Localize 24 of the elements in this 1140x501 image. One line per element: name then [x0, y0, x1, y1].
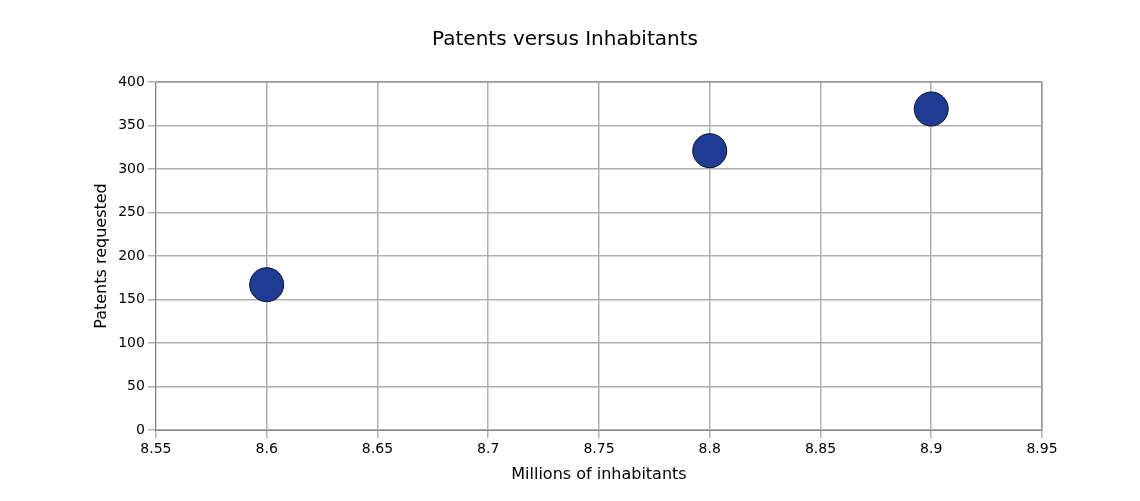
x-tick-label: 8.9 — [920, 440, 943, 457]
y-tick-label: 300 — [118, 159, 145, 176]
point — [692, 133, 728, 169]
x-tick-label: 8.75 — [583, 440, 615, 457]
x-tick-label: 8.7 — [477, 440, 500, 457]
x-tick-label: 8.85 — [804, 440, 837, 457]
y-axis-title: Patents requested — [90, 183, 110, 329]
y-tick-label: 100 — [118, 333, 145, 350]
y-tick-label: 250 — [118, 203, 145, 220]
point — [913, 91, 949, 127]
y-tick-label: 0 — [136, 420, 145, 437]
y-tick-label: 350 — [118, 116, 145, 133]
x-tick-label: 8.55 — [140, 440, 172, 457]
x-tick-label: 8.6 — [255, 440, 278, 457]
y-tick-label: 400 — [118, 72, 145, 89]
x-axis-title: Millions of inhabitants — [511, 463, 687, 483]
point — [249, 267, 285, 303]
x-tick-label: 8.95 — [1026, 440, 1058, 457]
y-tick-label: 150 — [118, 290, 145, 307]
y-tick-label: 50 — [127, 377, 145, 394]
y-tick-label: 200 — [118, 246, 145, 263]
x-tick-label: 8.65 — [361, 440, 394, 457]
chart-title: Patents versus Inhabitants — [432, 26, 698, 51]
x-tick-label: 8.8 — [698, 440, 721, 457]
